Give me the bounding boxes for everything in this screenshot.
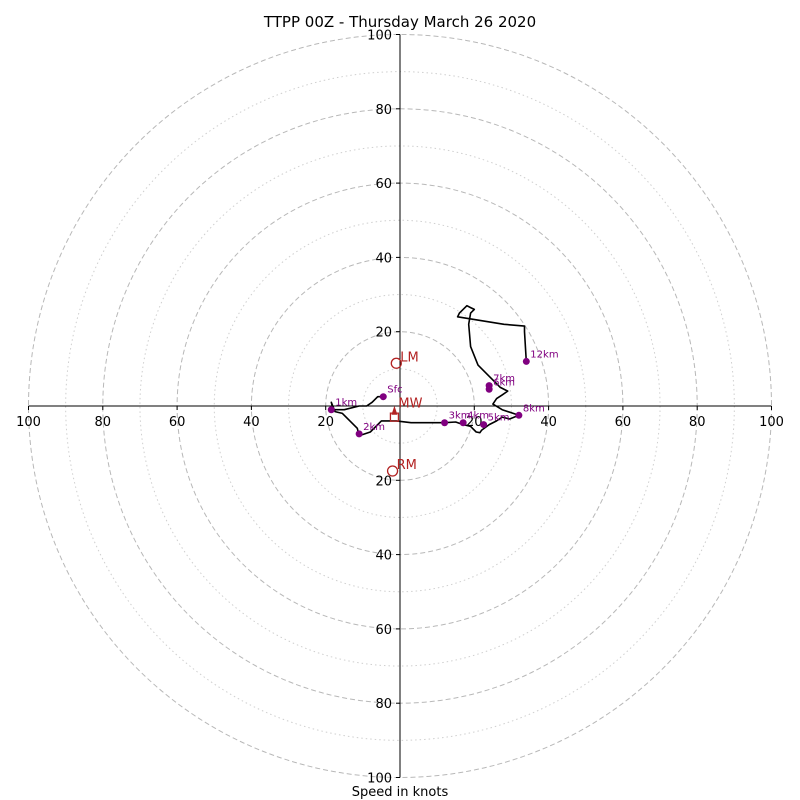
y-tick-label: 100 xyxy=(367,29,392,44)
height-marker-1km xyxy=(327,406,335,414)
height-label-2km: 2km xyxy=(363,422,385,433)
x-tick-label: 40 xyxy=(243,415,260,430)
height-label-5km: 5km xyxy=(488,413,510,424)
hodograph-trace-group xyxy=(330,304,528,437)
storm-marker-dm xyxy=(389,412,400,422)
y-tick-label: 60 xyxy=(375,623,392,638)
height-marker-2km xyxy=(355,430,363,438)
height-marker-8km xyxy=(515,411,523,419)
y-tick-label: 20 xyxy=(375,326,392,341)
x-tick-label: 60 xyxy=(615,415,632,430)
storm-marker-lm xyxy=(390,357,402,369)
height-label-12km: 12km xyxy=(530,349,558,360)
tick-labels: 2020202040404040606060608080808010010010… xyxy=(16,29,784,787)
height-marker-sfc xyxy=(379,393,387,401)
x-tick-label: 80 xyxy=(689,415,706,430)
y-tick-label: 100 xyxy=(367,772,392,787)
x-tick-label: 20 xyxy=(317,415,334,430)
y-tick-label: 40 xyxy=(375,251,392,266)
x-tick-label: 80 xyxy=(95,415,112,430)
height-label-1km: 1km xyxy=(335,398,357,409)
chart-title: TTPP 00Z - Thursday March 26 2020 xyxy=(263,13,536,31)
storm-label-mw: MW xyxy=(398,397,422,412)
y-tick-label: 80 xyxy=(375,697,392,712)
y-tick-label: 40 xyxy=(375,549,392,564)
height-label-8km: 8km xyxy=(523,403,545,414)
hodograph-line xyxy=(330,304,528,437)
x-tick-label: 60 xyxy=(169,415,186,430)
height-marker-5km xyxy=(480,421,488,429)
height-label-6km: 6km xyxy=(493,377,515,388)
x-tick-label: 40 xyxy=(540,415,557,430)
height-label-4km: 4km xyxy=(467,411,489,422)
x-tick-label: 100 xyxy=(16,415,41,430)
storm-marker-rm xyxy=(386,465,399,477)
y-tick-label: 80 xyxy=(375,103,392,118)
height-marker-7km xyxy=(485,382,493,390)
storm-motion-markers: LM RM MW xyxy=(386,350,423,477)
x-tick-label: 100 xyxy=(759,415,784,430)
height-label-7km: 7km xyxy=(493,374,515,385)
x-axis-label: Speed in knots xyxy=(352,785,449,800)
height-marker-3km xyxy=(441,419,449,427)
height-label-3km: 3km xyxy=(449,411,471,422)
axes xyxy=(28,34,772,778)
height-label-sfc: Sfc xyxy=(387,385,402,396)
y-tick-label: 60 xyxy=(375,177,392,192)
height-marker-12km xyxy=(522,357,530,365)
storm-label-rm: RM xyxy=(397,458,417,473)
height-marker-4km xyxy=(459,419,467,427)
storm-marker-mw xyxy=(391,405,398,415)
storm-label-lm: LM xyxy=(400,350,418,365)
y-tick-label: 20 xyxy=(375,474,392,489)
